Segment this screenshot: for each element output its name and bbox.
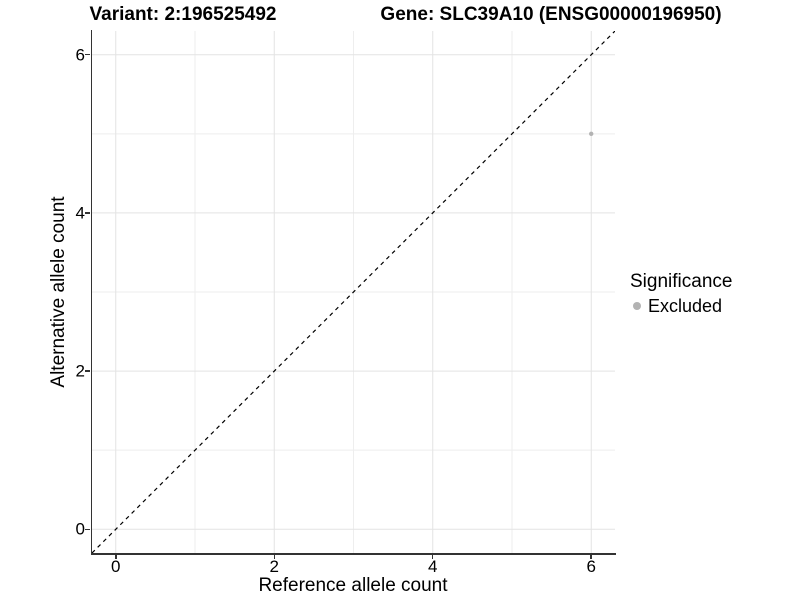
x-tick-mark — [590, 554, 592, 559]
y-tick-mark — [85, 370, 90, 372]
x-tick-label: 6 — [586, 557, 596, 576]
y-axis-title: Alternative allele count — [48, 196, 69, 388]
x-tick-label: 2 — [269, 557, 279, 576]
x-axis-line — [90, 553, 616, 555]
x-tick-label: 0 — [111, 557, 121, 576]
plot-title-variant: Variant: 2:196525492 — [89, 4, 277, 25]
x-tick-label: 4 — [428, 557, 438, 576]
legend-entry-label: Excluded — [648, 295, 723, 316]
x-axis-title: Reference allele count — [258, 575, 448, 596]
plot-panel — [92, 31, 615, 553]
y-tick-label: 4 — [75, 203, 85, 223]
legend-point-icon — [633, 302, 641, 311]
x-tick-mark — [115, 554, 117, 559]
plot-title-gene: Gene: SLC39A10 (ENSG00000196950) — [380, 4, 722, 25]
y-tick-mark — [85, 53, 90, 56]
y-tick-label: 2 — [75, 361, 85, 381]
y-tick-label: 6 — [75, 45, 85, 65]
y-tick-mark — [85, 528, 90, 531]
y-tick-mark — [85, 212, 90, 214]
identity-reference-line — [92, 31, 615, 553]
plot-area-svg — [92, 31, 615, 553]
x-tick-mark — [273, 554, 275, 559]
legend: Significance Excluded — [630, 271, 732, 317]
y-tick-label: 0 — [75, 519, 85, 539]
legend-entry: Excluded — [630, 296, 732, 317]
legend-title: Significance — [630, 271, 733, 292]
y-axis-line — [90, 30, 92, 554]
data-point — [589, 131, 594, 137]
x-tick-mark — [431, 554, 434, 559]
